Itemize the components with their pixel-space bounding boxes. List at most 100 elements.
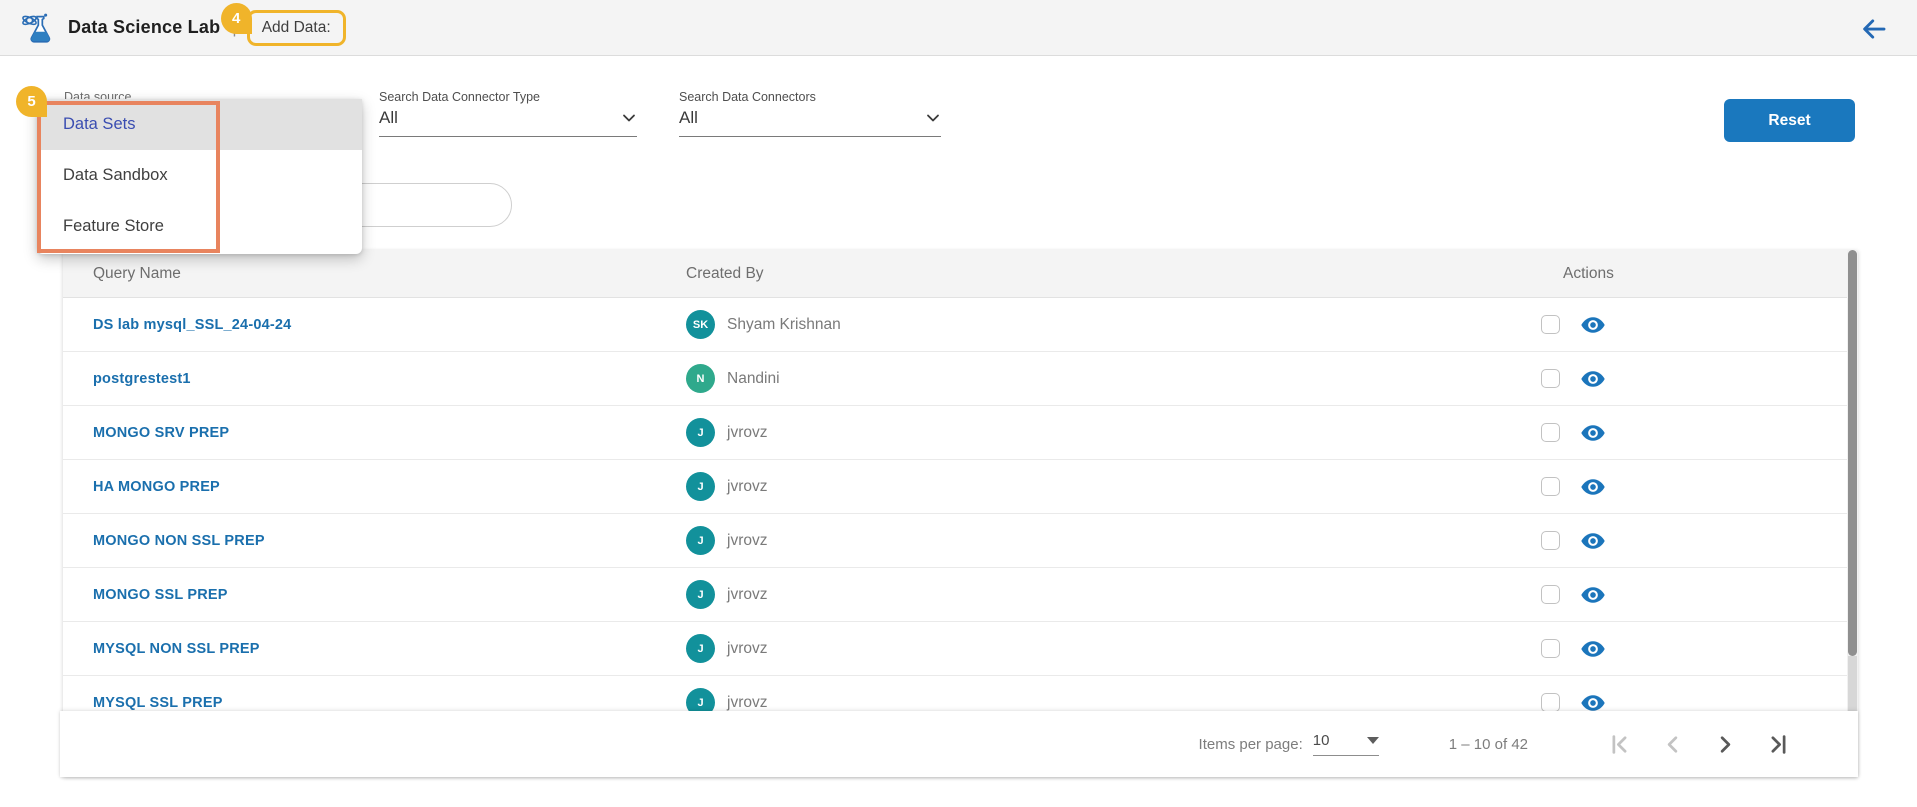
connector-type-label: Search Data Connector Type [379, 90, 540, 104]
creator-cell: N Nandini [656, 364, 1533, 393]
table-body: DS lab mysql_SSL_24-04-24 SK Shyam Krish… [63, 298, 1858, 730]
creator-name: jvrovz [727, 477, 768, 495]
actions-cell [1533, 582, 1858, 608]
column-header-created-by: Created By [686, 264, 764, 282]
creator-cell: J jvrovz [656, 526, 1533, 555]
connector-type-value: All [379, 108, 398, 127]
pagination-bar: Items per page: 10 1 – 10 of 42 [60, 711, 1858, 777]
query-name-link[interactable]: MYSQL NON SSL PREP [93, 640, 260, 657]
avatar: J [686, 634, 715, 663]
avatar: J [686, 472, 715, 501]
actions-cell [1533, 312, 1858, 338]
query-name-link[interactable]: MONGO NON SSL PREP [93, 532, 265, 549]
back-arrow-icon[interactable] [1859, 14, 1889, 44]
avatar: J [686, 418, 715, 447]
top-bar: Data Science Lab | 4 Add Data: [0, 0, 1917, 56]
pager-icons [1606, 731, 1792, 758]
query-name-link[interactable]: MYSQL SSL PREP [93, 694, 223, 711]
creator-name: Nandini [727, 369, 780, 387]
eye-view-icon[interactable] [1580, 312, 1606, 338]
add-data-annotation-wrap: 4 Add Data: [220, 2, 346, 46]
creator-name: Shyam Krishnan [727, 315, 841, 333]
table-row: HA MONGO PREP J jvrovz [63, 460, 1858, 514]
dropdown-menu-item[interactable]: Data Sandbox [63, 166, 168, 184]
query-name-link[interactable]: HA MONGO PREP [93, 478, 220, 495]
connectors-label: Search Data Connectors [679, 90, 816, 104]
creator-cell: J jvrovz [656, 634, 1533, 663]
row-checkbox[interactable] [1541, 477, 1560, 496]
query-name-link[interactable]: DS lab mysql_SSL_24-04-24 [93, 316, 292, 333]
row-checkbox[interactable] [1541, 423, 1560, 442]
caret-down-icon [1366, 737, 1379, 744]
avatar: N [686, 364, 715, 393]
next-page-icon[interactable] [1712, 731, 1739, 758]
scrollbar-thumb[interactable] [1848, 250, 1857, 656]
app-title: Data Science Lab [68, 17, 221, 37]
eye-view-icon[interactable] [1580, 474, 1606, 500]
chevron-down-icon [623, 114, 635, 122]
table-row: MYSQL NON SSL PREP J jvrovz [63, 622, 1858, 676]
data-science-lab-logo-icon [22, 13, 51, 43]
creator-name: jvrovz [727, 531, 768, 549]
actions-cell [1533, 366, 1858, 392]
annotation-badge-5: 5 [16, 86, 47, 117]
table-row: MONGO NON SSL PREP J jvrovz [63, 514, 1858, 568]
first-page-icon[interactable] [1606, 731, 1633, 758]
table-row: postgrestest1 N Nandini [63, 352, 1858, 406]
creator-cell: J jvrovz [656, 580, 1533, 609]
row-checkbox[interactable] [1541, 531, 1560, 550]
table-header-row: Query Name Created By Actions [63, 250, 1858, 298]
table-row: MONGO SSL PREP J jvrovz [63, 568, 1858, 622]
query-name-link[interactable]: MONGO SRV PREP [93, 424, 230, 441]
table-row: DS lab mysql_SSL_24-04-24 SK Shyam Krish… [63, 298, 1858, 352]
eye-view-icon[interactable] [1580, 582, 1606, 608]
eye-view-icon[interactable] [1580, 636, 1606, 662]
table-row: MONGO SRV PREP J jvrovz [63, 406, 1858, 460]
row-checkbox[interactable] [1541, 369, 1560, 388]
actions-cell [1533, 528, 1858, 554]
row-checkbox[interactable] [1541, 585, 1560, 604]
query-table-card: Query Name Created By Actions DS lab mys… [63, 250, 1858, 777]
connectors-select[interactable]: Search Data Connectors All [679, 90, 941, 137]
eye-view-icon[interactable] [1580, 420, 1606, 446]
query-name-link[interactable]: postgrestest1 [93, 370, 191, 387]
actions-cell [1533, 420, 1858, 446]
items-per-page-select[interactable]: 10 [1312, 732, 1379, 756]
actions-cell [1533, 474, 1858, 500]
creator-name: jvrovz [727, 423, 768, 441]
items-per-page-value: 10 [1312, 732, 1330, 749]
creator-cell: J jvrovz [656, 472, 1533, 501]
creator-name: jvrovz [727, 693, 768, 711]
reset-button[interactable]: Reset [1724, 99, 1855, 142]
connector-type-select[interactable]: Search Data Connector Type All [379, 90, 637, 137]
last-page-icon[interactable] [1765, 731, 1792, 758]
table-scrollbar[interactable] [1847, 250, 1858, 777]
column-header-query-name: Query Name [93, 264, 181, 282]
creator-name: jvrovz [727, 585, 768, 603]
annotation-badge-4: 4 [220, 2, 252, 34]
previous-page-icon[interactable] [1659, 731, 1686, 758]
row-checkbox[interactable] [1541, 693, 1560, 712]
actions-cell [1533, 636, 1858, 662]
eye-view-icon[interactable] [1580, 528, 1606, 554]
eye-view-icon[interactable] [1580, 690, 1606, 716]
row-checkbox[interactable] [1541, 315, 1560, 334]
pagination-range: 1 – 10 of 42 [1448, 735, 1528, 753]
chevron-down-icon [927, 114, 939, 122]
add-data-nav-item[interactable]: Add Data: [246, 9, 346, 46]
items-per-page-label: Items per page: [1198, 735, 1303, 753]
connectors-value: All [679, 108, 698, 127]
avatar: J [686, 580, 715, 609]
creator-cell: J jvrovz [656, 418, 1533, 447]
data-source-dropdown-menu: Data Sets Data Sandbox Feature Store [37, 99, 362, 254]
dropdown-menu-item[interactable]: Feature Store [63, 217, 164, 235]
avatar: J [686, 526, 715, 555]
eye-view-icon[interactable] [1580, 366, 1606, 392]
creator-cell: SK Shyam Krishnan [656, 310, 1533, 339]
creator-name: jvrovz [727, 639, 768, 657]
avatar: SK [686, 310, 715, 339]
query-name-link[interactable]: MONGO SSL PREP [93, 586, 228, 603]
row-checkbox[interactable] [1541, 639, 1560, 658]
dropdown-menu-item[interactable]: Data Sets [37, 99, 362, 150]
